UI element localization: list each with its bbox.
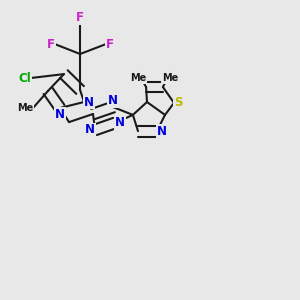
Text: F: F	[47, 38, 55, 51]
Text: N: N	[55, 108, 65, 121]
Text: N: N	[115, 116, 125, 130]
Text: N: N	[85, 123, 95, 136]
Text: N: N	[84, 95, 94, 109]
Text: N: N	[108, 94, 118, 107]
Text: Me: Me	[130, 73, 146, 83]
Text: S: S	[174, 96, 182, 110]
Text: Cl: Cl	[18, 71, 31, 85]
Text: F: F	[76, 11, 84, 24]
Text: Me: Me	[162, 73, 178, 83]
Text: Me: Me	[17, 103, 33, 113]
Text: F: F	[106, 38, 114, 51]
Text: N: N	[157, 124, 167, 138]
